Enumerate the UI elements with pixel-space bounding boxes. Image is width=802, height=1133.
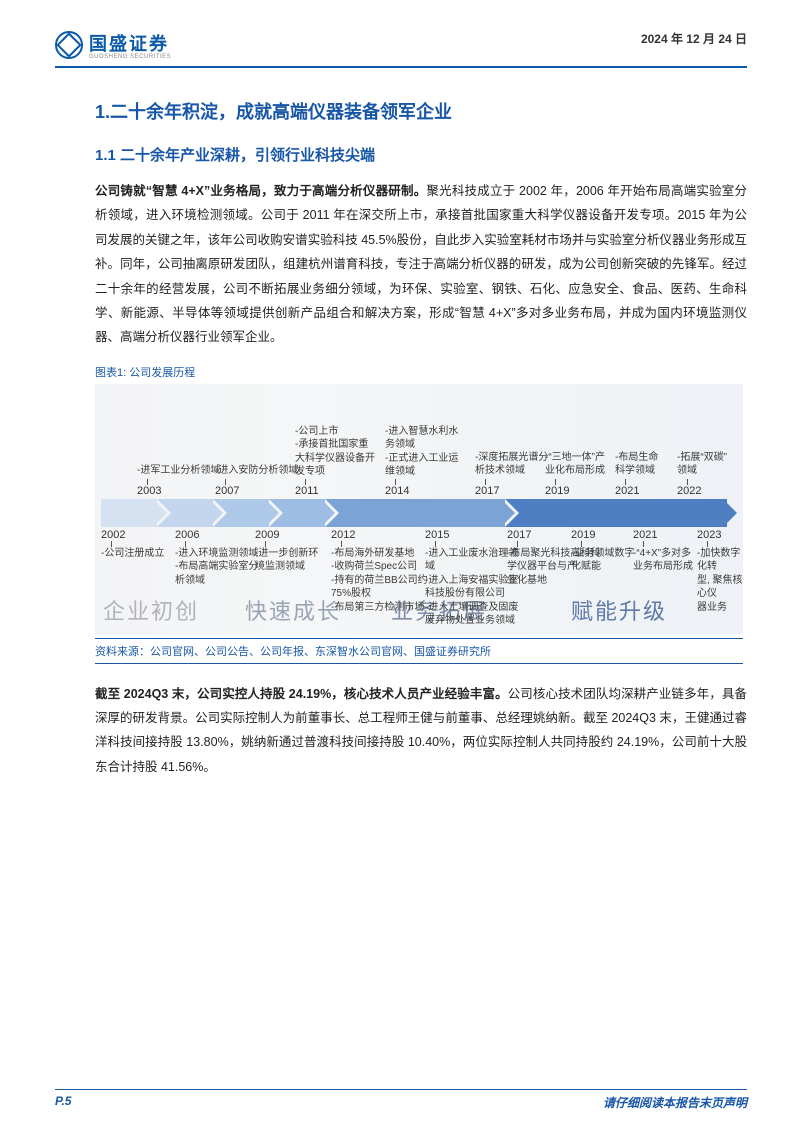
report-date: 2024 年 12 月 24 日 — [641, 30, 747, 47]
timeline-year: 2015 — [425, 529, 449, 541]
timeline-chart: 企业初创快速成长业务拓展赋能升级2003-进军工业分析领域2007-进入安防分析… — [95, 384, 743, 634]
timeline-year: 2011 — [295, 485, 319, 497]
logo: 国盛证券 GUOSHENG SECURITIES — [55, 30, 171, 60]
timeline-event: -布局海外研发基地 -收购荷兰Spec公司 -持有的荷兰BB公司约 75%股权 … — [331, 547, 428, 615]
timeline-event: -进军工业分析领域 — [137, 464, 220, 478]
arrow-segment — [101, 499, 157, 527]
heading-1-1: 1.1 二十余年产业深耕，引领行业科技尖端 — [95, 144, 747, 165]
phase-label: 企业初创 — [103, 594, 199, 626]
timeline-year: 2022 — [677, 485, 701, 497]
heading-1: 1.二十余年积淀，成就高端仪器装备领军企业 — [95, 98, 747, 124]
paragraph-2: 截至 2024Q3 末，公司实控人持股 24.19%，核心技术人员产业经验丰富。… — [95, 682, 747, 780]
timeline-arrow — [101, 499, 727, 527]
footer-disclaimer: 请仔细阅读本报告末页声明 — [603, 1094, 747, 1111]
page-footer: P.5 请仔细阅读本报告末页声明 — [55, 1089, 747, 1111]
timeline-event: -加快数字化转 型, 聚焦核心仪 器业务 — [697, 547, 743, 615]
company-sub: GUOSHENG SECURITIES — [89, 54, 171, 60]
timeline-year: 2003 — [137, 485, 161, 497]
timeline-year: 2009 — [255, 529, 279, 541]
timeline-tick — [485, 479, 486, 485]
timeline-year: 2021 — [615, 485, 639, 497]
figure-1-title: 图表1: 公司发展历程 — [95, 364, 747, 380]
timeline-event: -进入智慧水利水 务领域 -正式进入工业运 维领域 — [385, 425, 458, 479]
timeline-event: -布局生命 科学领域 — [615, 451, 658, 478]
company-name: 国盛证券 — [89, 30, 171, 56]
timeline-event: -公司注册成立 — [101, 547, 164, 561]
timeline-event: -拓展“双碳” 领域 — [677, 451, 727, 478]
para2-bold: 截至 2024Q3 末，公司实控人持股 24.19%，核心技术人员产业经验丰富。 — [95, 687, 508, 701]
timeline-year: 2019 — [545, 485, 569, 497]
timeline-year: 2006 — [175, 529, 199, 541]
timeline-year: 2012 — [331, 529, 355, 541]
paragraph-1: 公司铸就“智慧 4+X”业务格局，致力于高端分析仪器研制。聚光科技成立于 200… — [95, 179, 747, 350]
timeline-event: -业务领域数字 化赋能 — [571, 547, 634, 574]
timeline-year: 2017 — [475, 485, 499, 497]
timeline-tick — [147, 479, 148, 485]
page-header: 国盛证券 GUOSHENG SECURITIES 2024 年 12 月 24 … — [55, 30, 747, 68]
timeline-year: 2002 — [101, 529, 125, 541]
figure-source: 资料来源：公司官网、公司公告、公司年报、东深智水公司官网、国盛证券研究所 — [95, 638, 743, 664]
timeline-tick — [625, 479, 626, 485]
logo-icon — [55, 31, 83, 59]
timeline-tick — [395, 479, 396, 485]
phase-label: 快速成长 — [245, 594, 341, 626]
timeline-event: -深度拓展光谱分 析技术领域 — [475, 451, 548, 478]
timeline-event: -公司上市 -承接首批国家重 大科学仪器设备开 发专项 — [295, 425, 375, 479]
timeline-year: 2017 — [507, 529, 531, 541]
timeline-event: -进一步创新环 境监测领域 — [255, 547, 318, 574]
timeline-event: -“4+X”多对多 业务布局形成 — [633, 547, 693, 574]
timeline-tick — [225, 479, 226, 485]
timeline-year: 2019 — [571, 529, 595, 541]
timeline-year: 2014 — [385, 485, 409, 497]
timeline-event: -进入安防分析领域 — [215, 464, 298, 478]
timeline-tick — [305, 479, 306, 485]
arrow-segment — [505, 499, 727, 527]
timeline-tick — [555, 479, 556, 485]
timeline-tick — [687, 479, 688, 485]
timeline-event: -进入工业废水治理领 域 -进入上海安福实验室 科技股份有限公司 -进入土壤调查… — [425, 547, 518, 628]
timeline-year: 2023 — [697, 529, 721, 541]
timeline-year: 2021 — [633, 529, 657, 541]
para1-rest: 聚光科技成立于 2002 年，2006 年开始布局高端实验室分析领域，进入环境检… — [95, 184, 747, 344]
timeline-event: -进入环境监测领域 -布局高端实验室分 析领域 — [175, 547, 258, 588]
arrow-segment — [325, 499, 505, 527]
phase-label: 赋能升级 — [571, 594, 667, 626]
timeline-year: 2007 — [215, 485, 239, 497]
timeline-event: -“三地一体”产 业化布局形成 — [545, 451, 605, 478]
para1-bold: 公司铸就“智慧 4+X”业务格局，致力于高端分析仪器研制。 — [95, 184, 426, 198]
page-number: P.5 — [55, 1094, 71, 1111]
